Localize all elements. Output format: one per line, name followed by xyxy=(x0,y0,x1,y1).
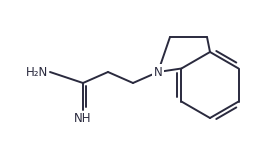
Text: H₂N: H₂N xyxy=(26,66,48,78)
Text: NH: NH xyxy=(74,112,92,125)
Text: N: N xyxy=(154,66,162,78)
